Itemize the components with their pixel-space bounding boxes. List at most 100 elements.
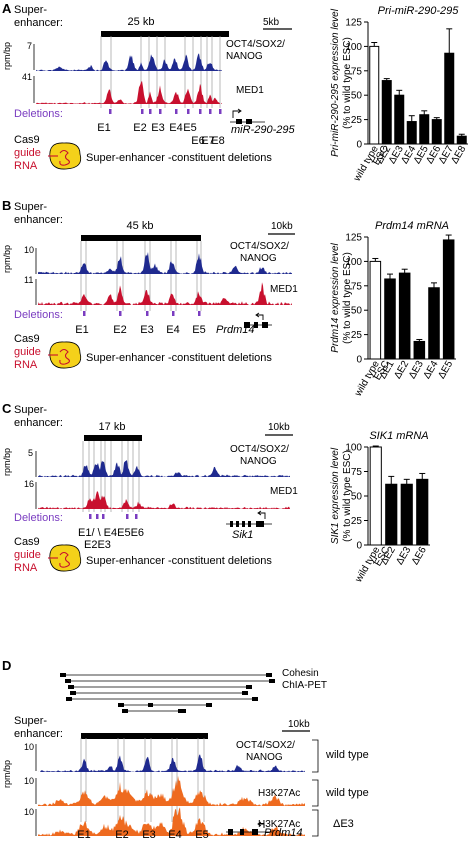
panel-d-track1-name-1: OCT4/SOX2/ — [236, 740, 295, 751]
panel-c-track1-max: 5 — [28, 448, 33, 458]
panel-b-se-bar — [81, 235, 201, 241]
panel-a-deletion-marks — [109, 109, 222, 114]
chart-ylabel: Prdm14 expression level — [330, 242, 341, 352]
element-label: E4 — [169, 122, 182, 134]
panel-a-oct4-track — [36, 53, 222, 71]
panel-d-cond3: ΔE3 — [333, 818, 354, 830]
element-label: E8 — [211, 135, 224, 147]
panel-d-scale: 10kb — [288, 719, 310, 730]
panel-d-cond1: wild type — [325, 749, 369, 761]
cas9-icon — [48, 142, 82, 170]
element-label: E2 — [133, 122, 146, 134]
panel-d-se-label-1: Super- — [14, 715, 47, 727]
chart-x-tick-label: ΔE8 — [449, 144, 468, 166]
panel-d: D Cohesin ChIA-PET Super- enhancer: 10kb… — [2, 658, 369, 841]
chart-y-tick-label: 75 — [351, 66, 363, 77]
panel-a-med1-track — [36, 80, 222, 104]
chart-y-tick-label: 50 — [351, 492, 363, 503]
panel-b-ylabel: rpm/bp — [2, 245, 12, 273]
chart-ylabel: Pri-miR-290-295 expression level — [330, 8, 341, 157]
chart-y-tick-label: 125 — [345, 233, 362, 244]
element-label: E1 — [75, 324, 88, 336]
chart-y-tick-label: 0 — [356, 541, 362, 552]
panel-d-gene-model — [226, 821, 272, 835]
chart-bar — [406, 121, 417, 145]
panel-a: A Super- enhancer: 25 kb 5kb rpm/bp 7 41… — [2, 1, 295, 172]
panel-c-track2-max: 16 — [24, 479, 34, 489]
panel-a-guide: guide — [14, 147, 41, 159]
chart-bar — [456, 135, 467, 145]
panel-b-deletion-marks — [83, 311, 201, 316]
panel-d-track3-max: 10 — [24, 807, 34, 817]
panel-a-track1-max: 7 — [27, 41, 32, 51]
panel-a-rna: RNA — [14, 160, 38, 172]
chart-bar — [398, 272, 411, 360]
panel-c-ylabel: rpm/bp — [2, 448, 12, 476]
panel-b: B Super- enhancer: 45 kb 10kb rpm/bp 10 … — [2, 198, 298, 371]
element-label: E6 — [191, 135, 204, 147]
chart-y-tick-label: 25 — [351, 115, 363, 126]
panel-a-span: 25 kb — [128, 16, 155, 28]
chart-bar — [428, 287, 440, 360]
panel-c-track1-name-1: OCT4/SOX2/ — [230, 444, 289, 455]
element-label: E2 — [115, 829, 128, 841]
panel-c-track2-name: MED1 — [270, 486, 298, 497]
element-label: E4 — [168, 829, 181, 841]
panel-c-se-label-2: enhancer: — [14, 417, 63, 429]
panel-b-se-label-2: enhancer: — [14, 214, 63, 226]
chart-y-tick-label: 25 — [351, 516, 363, 527]
element-label: E3 — [142, 829, 155, 841]
element-label: E1 — [97, 122, 110, 134]
panel-a-gene-label: miR-290-295 — [231, 124, 295, 136]
panel-d-chia-label-1: Cohesin — [282, 668, 319, 679]
panel-c-se-label-1: Super- — [14, 404, 47, 416]
panel-d-h3k27ac-wt-track — [38, 775, 305, 806]
element-label: E7 — [201, 135, 214, 147]
panel-a-track1-name-1: OCT4/SOX2/ — [226, 39, 285, 50]
panel-b-track1-name-1: OCT4/SOX2/ — [230, 241, 289, 252]
panel-b-gene-model — [244, 312, 272, 328]
chart-y-tick-label: 100 — [345, 443, 362, 454]
panel-a-ylabel: rpm/bp — [2, 42, 12, 70]
panel-b-scale: 10kb — [271, 221, 293, 232]
panel-a-track2-name: MED1 — [236, 85, 264, 96]
chart-x-tick-label: ΔE5 — [436, 359, 455, 381]
panel-c-caption: Super-enhancer -constituent deletions — [86, 555, 272, 567]
panel-d-cond2: wild type — [325, 787, 369, 799]
chart-title: Pri-miR-290-295 — [378, 5, 460, 17]
panel-c-rna: RNA — [14, 562, 38, 574]
panel-d-oct4-track — [38, 754, 305, 772]
panel-d-ylabel: rpm/bp — [2, 760, 12, 788]
element-label: E3 — [151, 122, 164, 134]
chart-title: Prdm14 mRNA — [375, 220, 449, 232]
panel-c-gene-model — [226, 510, 272, 527]
chart-bar — [444, 52, 455, 145]
panel-c-element-labels-row1: E1/ \ E4E5E6 — [78, 527, 144, 539]
chart-bar — [369, 45, 380, 145]
panel-c-guide: guide — [14, 549, 41, 561]
chart-x-tick-label: ΔE6 — [410, 545, 429, 567]
panel-b-span: 45 kb — [127, 220, 154, 232]
panel-b-element-guides — [80, 241, 202, 311]
panel-a-letter: A — [2, 1, 12, 16]
panel-a-cas9: Cas9 — [14, 134, 40, 146]
panel-c-letter: C — [2, 401, 12, 416]
chart-y-tick-label: 50 — [351, 306, 363, 317]
bar-chart-prdm14: Prdm14 mRNA Prdm14 expression level (% to … — [330, 220, 456, 399]
panel-a-track2-max: 41 — [22, 72, 32, 82]
panel-a-se-label-1: Super- — [14, 4, 47, 16]
panel-d-track2-max: 10 — [24, 776, 34, 786]
panel-d-track1-max: 10 — [24, 742, 34, 752]
chart-bar — [431, 119, 442, 145]
panel-d-track3-name: H3K27Ac — [258, 819, 300, 830]
panel-a-caption: Super-enhancer -constituent deletions — [86, 152, 272, 164]
panel-c-gene-label: Sik1 — [232, 529, 253, 541]
chart-bar — [384, 278, 396, 360]
panel-d-h3k27ac-de3-track — [38, 807, 305, 836]
panel-c-element-labels-row2: E2E3 — [84, 539, 111, 551]
panel-c-med1-track — [38, 491, 290, 509]
panel-c-deletions-label: Deletions: — [14, 512, 63, 524]
element-label: E4 — [166, 324, 179, 336]
panel-d-chia-label-2: ChIA-PET — [282, 680, 327, 691]
